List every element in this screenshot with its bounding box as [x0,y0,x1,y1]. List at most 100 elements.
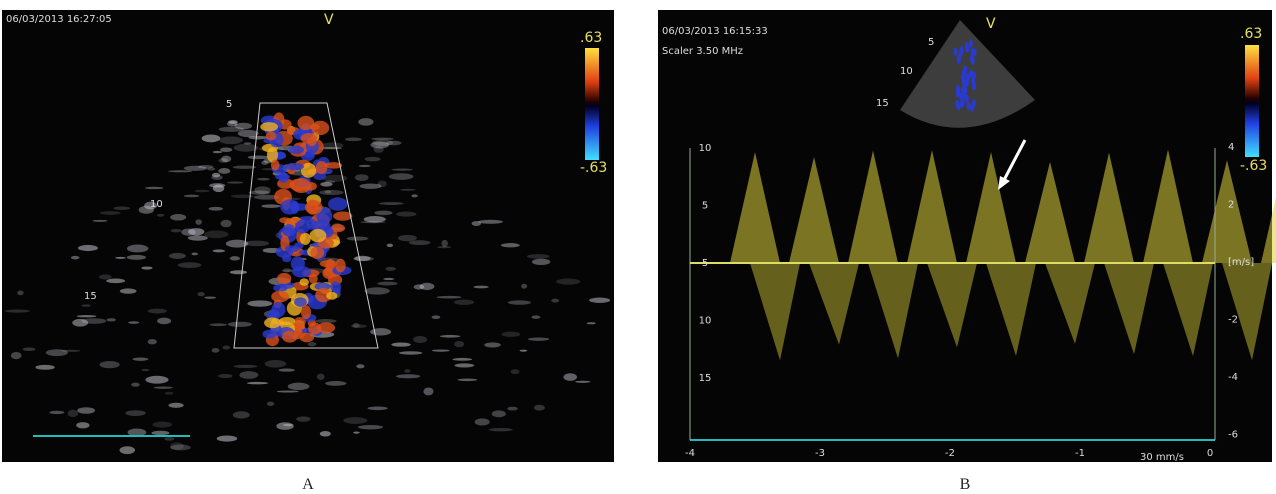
flow [280,199,300,215]
speckle [187,235,208,241]
speckle [398,234,417,242]
speckle [488,427,513,432]
speckle [319,189,344,196]
flow [315,160,328,174]
flow [964,94,969,103]
speckle [147,339,157,345]
left-axis-label: 5 [702,201,708,212]
speckle [225,239,249,248]
speckle [147,308,167,314]
speckle [204,296,217,299]
flow [971,99,976,108]
speckle [233,364,258,369]
speckle [354,174,369,181]
speckle [22,347,36,351]
speckle [17,290,24,296]
time-axis-label: 0 [1207,448,1213,459]
marker: V [986,16,996,32]
speckle [206,167,216,171]
flow [316,322,336,334]
speckle [356,364,365,369]
speckle [413,336,428,344]
spectrum-down [1222,263,1272,361]
timestamp: 06/03/2013 16:27:05 [6,14,112,25]
speckle [188,228,205,236]
speckle [197,292,205,297]
speckle [521,283,528,289]
flow [965,72,970,81]
speckle [395,374,421,379]
speckle [473,285,489,289]
flow [262,329,277,339]
flow [311,120,330,136]
flow [966,101,971,110]
speckle [377,281,398,286]
speckle [454,363,475,368]
speckle [423,387,434,396]
speckle [322,174,348,182]
speckle [278,368,295,372]
speckle [228,120,238,124]
speckle [586,322,596,325]
speckle [399,351,423,355]
speckle [232,411,250,419]
speckle [219,136,243,145]
speckle [563,373,578,381]
speckle [257,177,270,181]
speckle [346,236,369,241]
flow [969,69,974,78]
speckle [385,266,396,271]
speckle [532,258,551,266]
flow [314,282,331,291]
speckle [452,357,473,361]
speckle [264,360,287,368]
flow [292,266,312,278]
speckle [222,345,231,350]
speckle [276,422,294,430]
speckle [183,165,207,171]
speckle [359,183,382,189]
time-axis-label: -2 [945,448,955,459]
speckle [391,342,411,347]
speckle [216,435,238,442]
speckle [526,254,550,259]
speckle [324,190,332,194]
speckle [77,244,99,252]
speckle [491,410,506,418]
speckle [266,401,275,406]
timestamp: 06/03/2013 16:15:33 [662,26,768,37]
flow [330,223,345,233]
speckle [232,165,257,169]
speckle [218,158,229,163]
flow [278,316,296,326]
flow [963,65,968,74]
speckle [76,315,97,318]
speckle [195,219,202,225]
flow [285,162,305,171]
flow [299,332,315,343]
flow [306,199,319,215]
speckle [307,342,317,347]
speckle [358,118,374,126]
speckle [220,219,232,228]
speckle [170,213,187,221]
time-axis-label: -3 [815,448,825,459]
speckle [209,323,227,327]
scale-top: .63 [580,30,602,46]
depth: 15 [876,98,889,109]
speckle [77,407,96,414]
speckle [226,121,238,127]
flow [277,272,292,285]
depth: 10 [900,66,913,77]
speckle [431,315,441,319]
spectrum-up [1261,197,1276,263]
speckle [419,282,435,291]
flow [959,92,964,101]
speckle [61,349,81,352]
speckle [378,202,404,205]
speckle [374,210,393,216]
scale-bottom: -.63 [580,160,607,176]
speckle [100,211,121,215]
speckle [533,404,545,411]
